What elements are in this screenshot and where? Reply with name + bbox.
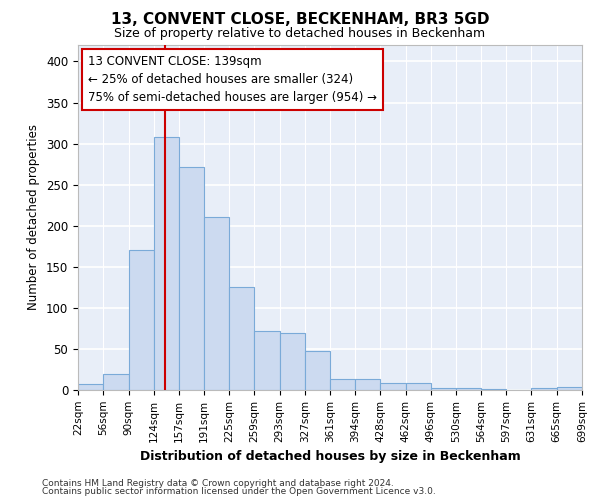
Bar	[481, 389, 506, 390]
Bar	[456, 388, 481, 390]
Bar	[431, 388, 456, 390]
Bar	[305, 350, 331, 390]
X-axis label: Distribution of detached houses by size in Beckenham: Distribution of detached houses by size …	[140, 450, 520, 463]
Text: Contains HM Land Registry data © Crown copyright and database right 2024.: Contains HM Land Registry data © Crown c…	[42, 478, 394, 488]
Text: Size of property relative to detached houses in Beckenham: Size of property relative to detached ho…	[115, 28, 485, 40]
Bar	[280, 332, 305, 390]
Bar	[406, 384, 431, 390]
Bar	[254, 331, 280, 390]
Bar	[557, 386, 582, 390]
Bar	[331, 378, 355, 390]
Text: Contains public sector information licensed under the Open Government Licence v3: Contains public sector information licen…	[42, 487, 436, 496]
Bar	[179, 166, 204, 390]
Text: 13 CONVENT CLOSE: 139sqm
← 25% of detached houses are smaller (324)
75% of semi-: 13 CONVENT CLOSE: 139sqm ← 25% of detach…	[88, 56, 377, 104]
Bar	[355, 380, 380, 390]
Bar	[380, 384, 406, 390]
Bar	[229, 288, 254, 390]
Bar	[78, 384, 103, 390]
Bar	[204, 218, 229, 390]
Bar	[103, 374, 128, 390]
Y-axis label: Number of detached properties: Number of detached properties	[28, 124, 40, 310]
Bar	[154, 137, 179, 390]
Text: 13, CONVENT CLOSE, BECKENHAM, BR3 5GD: 13, CONVENT CLOSE, BECKENHAM, BR3 5GD	[111, 12, 489, 28]
Bar	[532, 388, 557, 390]
Bar	[128, 250, 154, 390]
